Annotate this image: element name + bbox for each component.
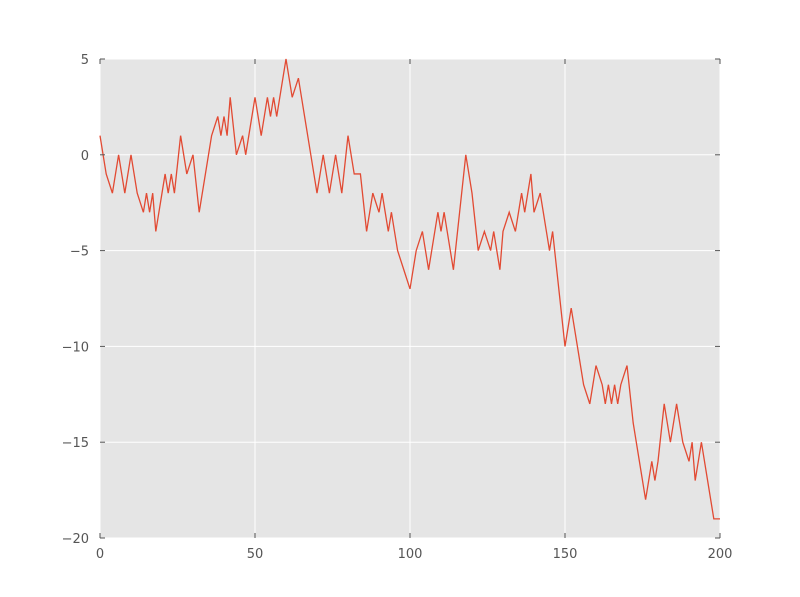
tick-marks <box>99 58 721 539</box>
y-tick-label: 5 <box>81 53 89 68</box>
x-tick-label: 200 <box>708 547 733 562</box>
series-group <box>99 58 720 520</box>
x-tick-label: 50 <box>247 547 264 562</box>
x-tick-label: 100 <box>398 547 423 562</box>
y-tick-label: −5 <box>70 245 89 260</box>
y-tick-label: −15 <box>62 436 89 451</box>
series-line <box>99 58 720 520</box>
x-tick-label: 150 <box>553 547 578 562</box>
y-tick-label: −20 <box>62 532 89 547</box>
y-tick-label: 0 <box>81 149 89 164</box>
y-axis-tick-labels: 5 0 −5 −10 −15 −20 <box>62 53 89 547</box>
y-tick-label: −10 <box>62 340 89 355</box>
x-axis-tick-labels: 0 50 100 150 200 <box>96 547 733 562</box>
x-tick-label: 0 <box>96 547 104 562</box>
